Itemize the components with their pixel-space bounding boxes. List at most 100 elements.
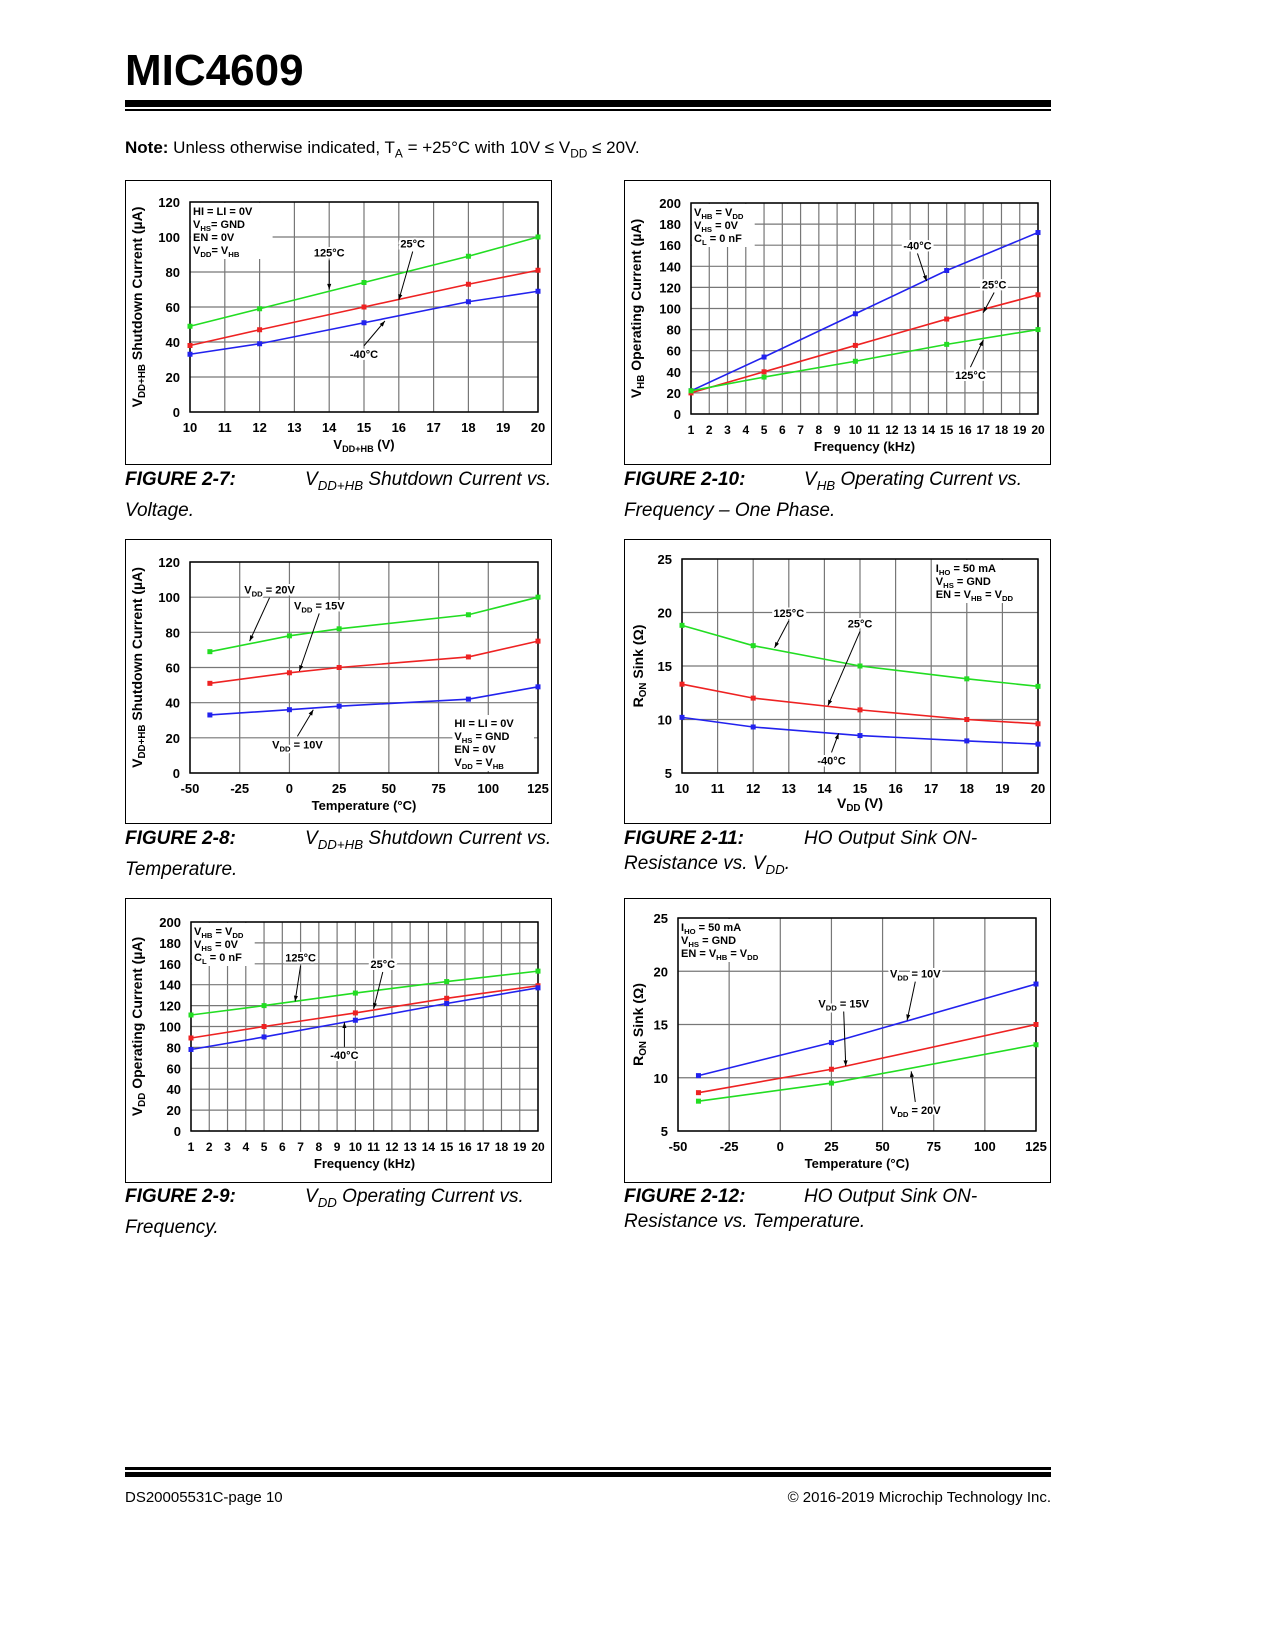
note-text: ≤ 20V. xyxy=(587,138,640,157)
condition-text: VHB​ = VDD​ xyxy=(194,926,244,940)
condition-text: CL​ = 0 nF xyxy=(194,952,242,966)
conditions-box xyxy=(452,715,534,771)
condition-text: HI = LI = 0V xyxy=(193,206,253,218)
figure-caption: FIGURE 2-8: VDD+HB Shutdown Current vs. T… xyxy=(125,826,555,882)
annotation-label: 25°C xyxy=(370,959,395,971)
y-tick-label: 100 xyxy=(159,1020,181,1035)
condition-text: CL​ = 0 nF xyxy=(694,233,742,247)
data-point xyxy=(257,306,263,312)
caption-text: HO Output Sink ON-Resistance vs. Tempera… xyxy=(624,1186,978,1232)
arrowhead xyxy=(249,635,254,642)
y-tick-label: 20 xyxy=(667,386,681,401)
data-point xyxy=(761,374,767,380)
figure-caption: FIGURE 2-7: VDD+HB Shutdown Current vs. V… xyxy=(125,467,555,523)
annotation-halo: 25°C xyxy=(370,959,395,971)
x-tick-label: 9 xyxy=(334,1140,341,1154)
annotation-halo: VDD​ = 15V xyxy=(818,998,869,1012)
fig-2-12-chart: -50 -25 0 25 50 75 100 125 5 10 15 20 25 IHO​ = 50 mA… xyxy=(624,898,1051,1183)
x-tick-label: 18 xyxy=(995,423,1009,437)
figure-caption: FIGURE 2-11: HO Output Sink ON-Resistance… xyxy=(624,826,1054,882)
data-point xyxy=(857,733,863,739)
x-tick-label: 20 xyxy=(1031,781,1045,796)
data-point xyxy=(207,712,213,718)
annotation-halo: -40°C xyxy=(817,755,845,767)
annotation-label: 125°C xyxy=(773,608,804,620)
y-tick-label: 140 xyxy=(159,978,181,993)
data-point xyxy=(1035,683,1041,689)
condition-text: VDD​= VHB​ xyxy=(193,245,240,259)
data-point xyxy=(857,663,863,669)
data-point xyxy=(964,717,970,722)
annotation-label: VDD​ = 15V xyxy=(818,998,869,1012)
plot-area xyxy=(189,201,539,413)
chart-svg: 10 11 12 13 14 15 16 17 18 19 20 0 20 40 60 80 100 120 HI … xyxy=(129,195,545,454)
data-point xyxy=(535,234,541,240)
x-tick-label: 16 xyxy=(458,1140,472,1154)
annotation-arrow xyxy=(298,613,320,672)
data-point xyxy=(336,703,342,709)
arrowhead xyxy=(327,283,332,290)
conditions-box xyxy=(692,204,755,247)
data-point xyxy=(1035,230,1041,236)
plot-area xyxy=(189,561,539,774)
y-tick-label: 0 xyxy=(674,407,681,422)
data-point xyxy=(1033,1042,1039,1048)
annotation-halo: 125°C xyxy=(773,608,804,620)
x-tick-label: 20 xyxy=(1031,423,1045,437)
x-tick-label: 14 xyxy=(422,1140,436,1154)
data-point xyxy=(944,341,950,347)
data-point xyxy=(857,707,863,713)
x-tick-label: 15 xyxy=(853,781,867,796)
x-tick-label: 17 xyxy=(477,1140,491,1154)
data-point xyxy=(964,676,970,682)
y-tick-label: 80 xyxy=(167,1040,181,1055)
x-tick-label: 12 xyxy=(746,781,760,796)
data-point xyxy=(750,643,756,649)
footer-copyright: © 2016-2019 Microchip Technology Inc. xyxy=(787,1489,1051,1506)
x-tick-label: 11 xyxy=(218,420,232,435)
x-tick-label: 19 xyxy=(995,781,1009,796)
x-tick-label: 10 xyxy=(183,420,197,435)
data-point xyxy=(207,649,213,655)
fig-2-10-chart: 1 2 3 4 5 6 7 8 9 10 11 12 13 14 15 16 17 18 19 20 0 20 40 60 80… xyxy=(624,180,1051,465)
y-tick-label: 0 xyxy=(173,405,180,420)
data-point xyxy=(286,707,292,713)
x-tick-label: 12 xyxy=(385,1140,399,1154)
data-point xyxy=(352,990,358,996)
caption-sub: HB xyxy=(816,477,836,493)
x-tick-label: 14 xyxy=(322,420,337,435)
x-tick-label: 17 xyxy=(426,420,440,435)
x-tick-label: 100 xyxy=(477,781,499,796)
x-tick-label: 18 xyxy=(960,781,974,796)
caption-text: Shutdown Current vs. Voltage. xyxy=(125,469,552,521)
figure-number: FIGURE 2-12: xyxy=(624,1186,746,1207)
x-tick-label: 11 xyxy=(367,1140,380,1154)
y-tick-label: 180 xyxy=(159,936,181,951)
x-axis-label: VDD+HB​ (V) xyxy=(333,437,394,454)
condition-text: EN = 0V xyxy=(193,232,235,244)
note-text: = +25°C with 10V ≤ V xyxy=(402,138,571,157)
arrowhead xyxy=(978,340,984,347)
data-point xyxy=(852,358,858,364)
y-tick-label: 15 xyxy=(658,659,672,674)
data-point xyxy=(352,1017,358,1023)
annotation-halo: VDD​ = 20V xyxy=(890,1105,941,1119)
condition-text: VHB​ = VDD​ xyxy=(694,207,744,221)
y-tick-label: 100 xyxy=(158,590,180,605)
y-tick-label: 80 xyxy=(166,625,180,640)
arrowhead xyxy=(922,275,927,282)
caption-text: Operating Current vs. Frequency. xyxy=(125,1186,524,1238)
data-point xyxy=(1035,292,1041,298)
data-point xyxy=(535,594,541,600)
condition-text: VHS​ = 0V xyxy=(194,939,239,953)
x-tick-label: 10 xyxy=(849,423,863,437)
x-tick-label: 3 xyxy=(224,1140,231,1154)
caption-text: V xyxy=(804,469,817,490)
y-tick-label: 160 xyxy=(659,238,681,253)
annotation-label: -40°C xyxy=(903,240,931,252)
data-point xyxy=(1033,981,1039,987)
x-tick-label: 5 xyxy=(261,1140,268,1154)
arrowhead xyxy=(909,1071,914,1078)
data-point xyxy=(688,388,694,394)
